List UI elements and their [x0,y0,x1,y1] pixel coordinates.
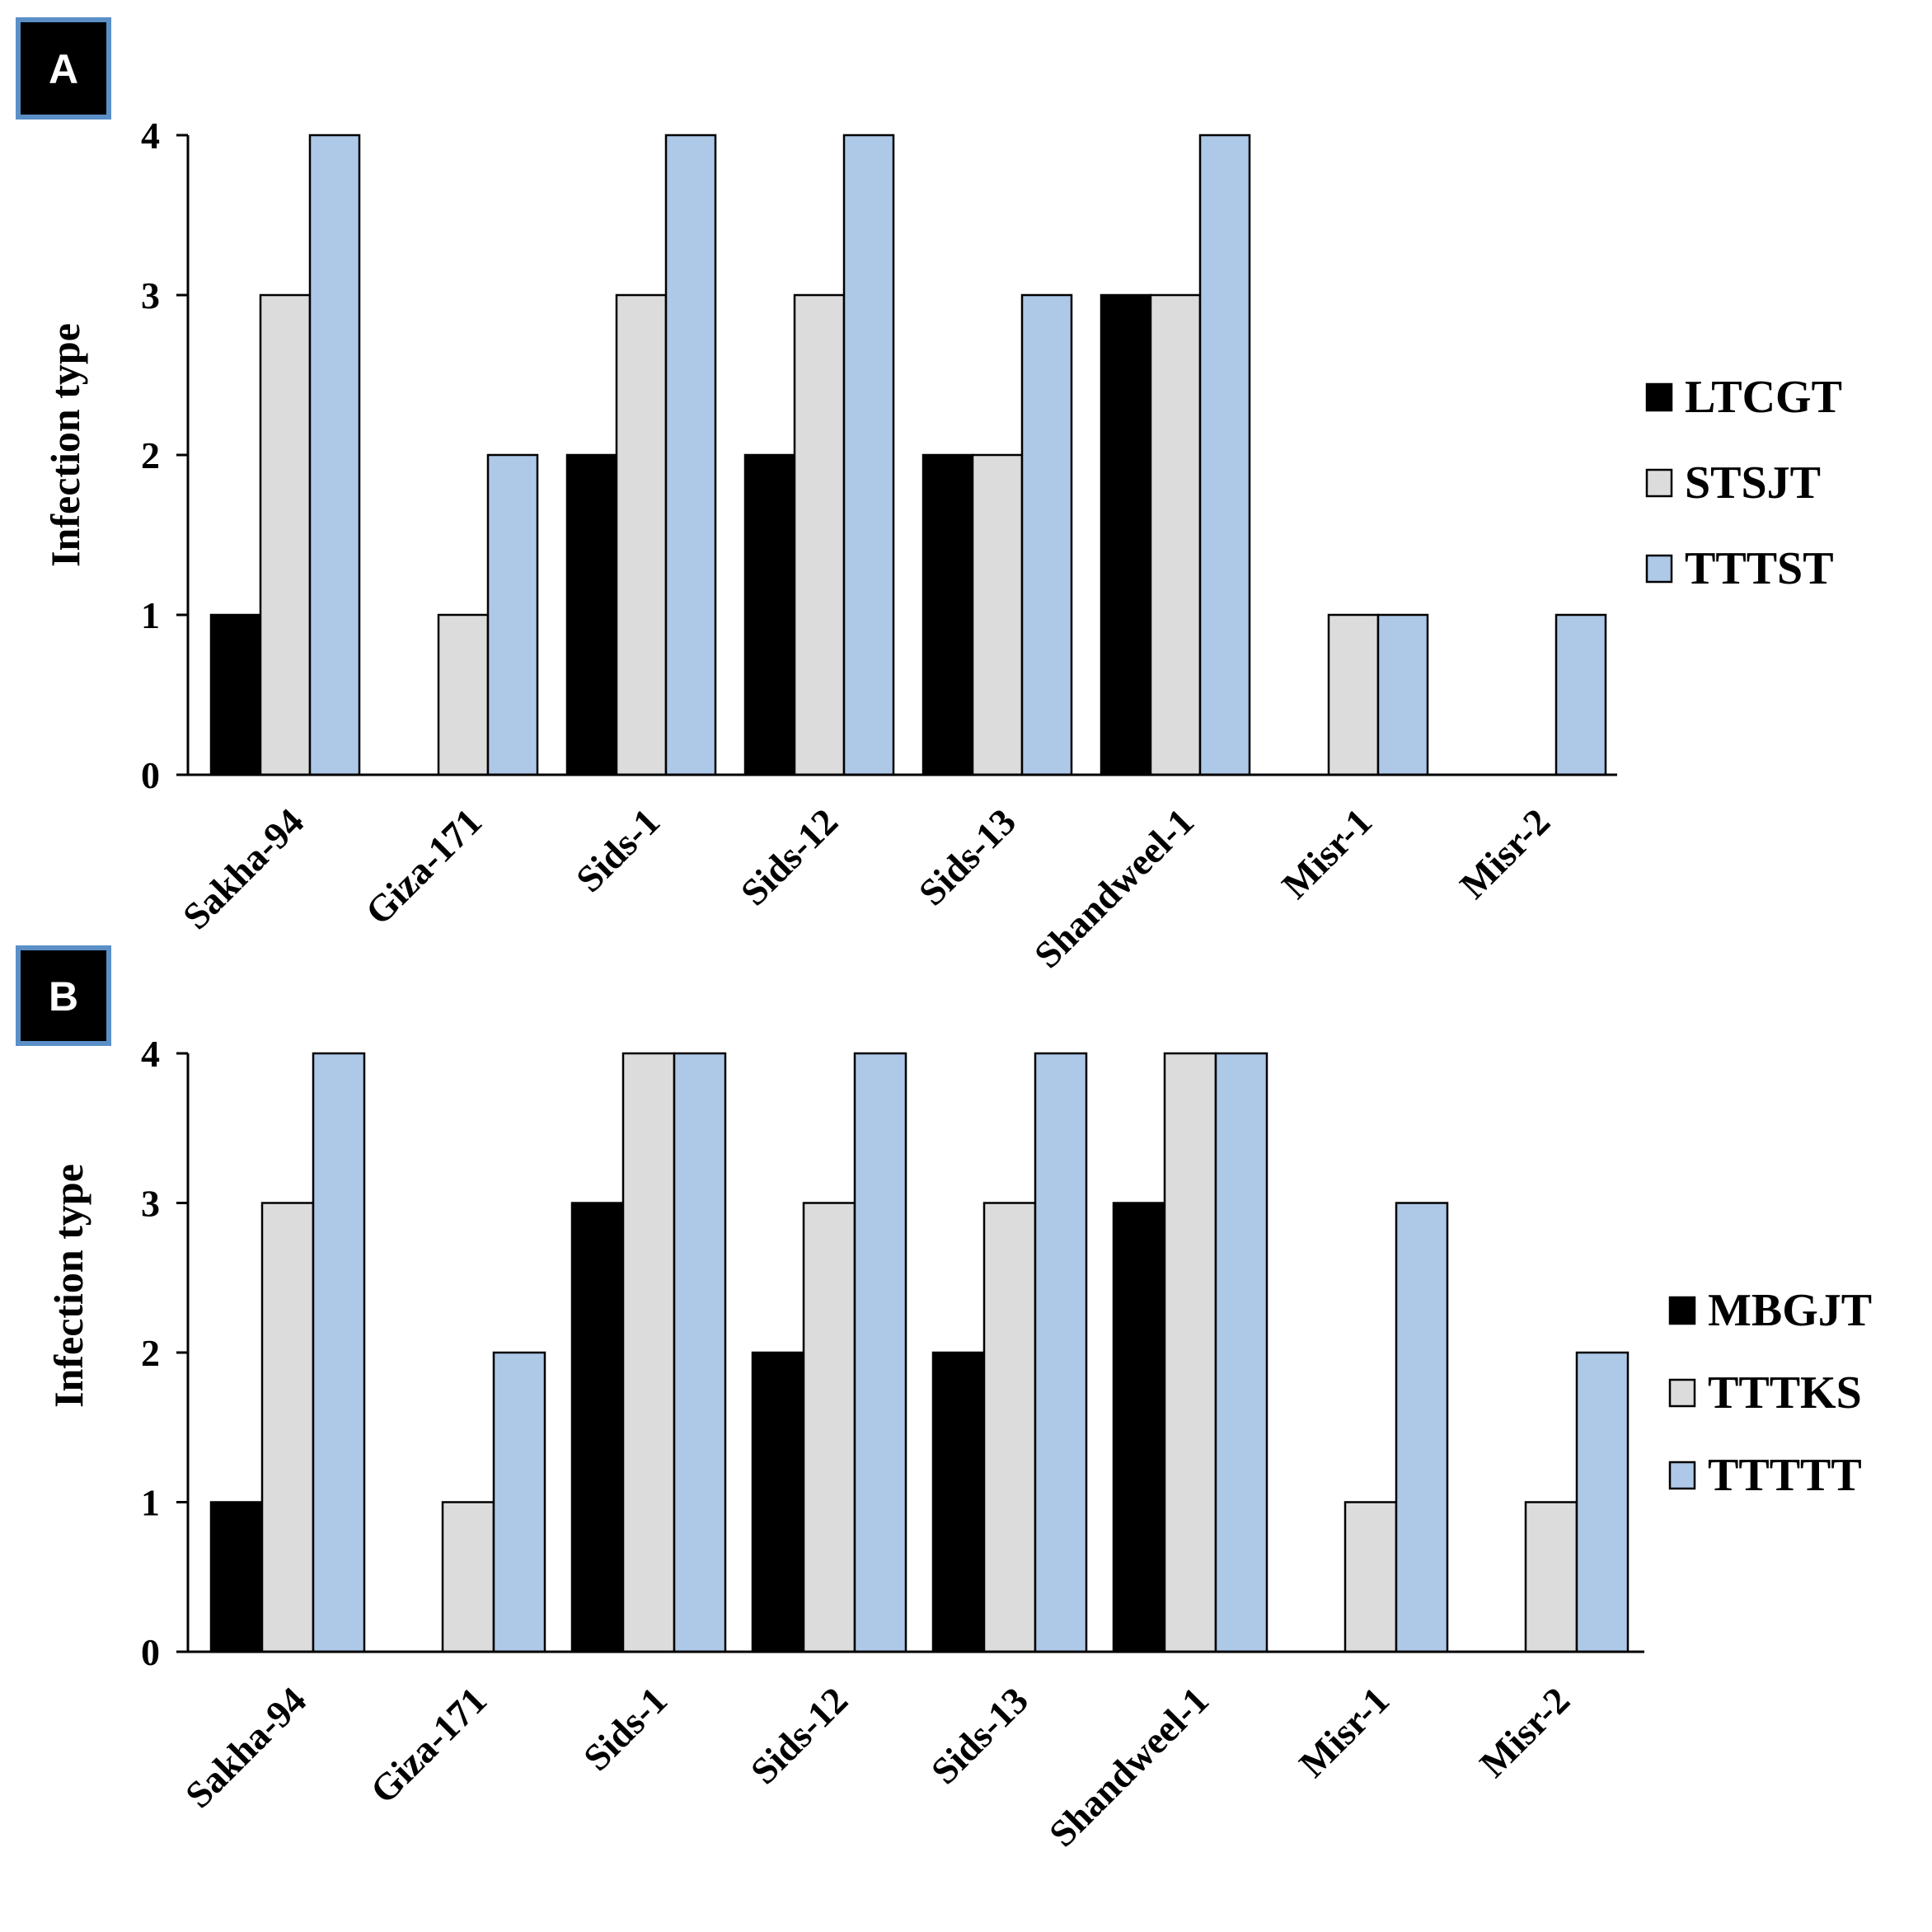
bar-stsjt-sakha-94 [259,293,312,776]
bar-ttttt-sids-13 [1034,1052,1088,1653]
bar-mbgjt-shandweel-1 [1112,1202,1166,1653]
x-tick-label: Sids-1 [568,800,668,900]
bar-mbgjt-sakha-94 [209,1501,264,1653]
bar-tttks-sids-1 [621,1052,676,1653]
legend-swatch-tttst [1645,554,1673,584]
bar-mbgjt-sids-12 [751,1351,805,1653]
bar-tttks-misr-2 [1524,1501,1578,1653]
bar-ttttt-sids-12 [853,1052,907,1653]
bar-ltcgt-sids-1 [565,453,618,776]
bar-ltcgt-sakha-94 [209,613,262,776]
x-tick-label: Misr-2 [1451,800,1558,907]
x-tick-label: Sids-1 [575,1679,675,1779]
legend-label-ttttt: TTTTT [1708,1450,1862,1501]
bar-tttst-sids-1 [664,134,717,776]
panel-badge: B [16,945,111,1046]
y-tick-label: 0 [141,1631,160,1673]
bar-ltcgt-sids-12 [743,453,796,776]
y-tick-label: 3 [141,1183,160,1225]
bar-tttst-shandweel-1 [1198,134,1251,776]
x-tick-label: Sids-13 [911,800,1024,913]
y-tick-label: 1 [141,594,160,636]
panel-badge: A [16,17,111,120]
legend-swatch-tttks [1668,1378,1696,1408]
bar-ttttt-giza-171 [492,1351,546,1653]
x-tick-label: Misr-1 [1273,800,1380,907]
panel-label: A [49,46,78,92]
bar-stsjt-misr-1 [1327,613,1380,776]
y-tick-label: 2 [141,1332,160,1374]
legend-label-tttks: TTTKS [1708,1367,1862,1419]
bar-tttks-sakha-94 [260,1202,315,1653]
x-tick-label: Misr-1 [1291,1679,1397,1785]
bar-stsjt-giza-171 [437,613,490,776]
x-tick-label: Sakha-94 [175,800,312,937]
bar-ltcgt-sids-13 [921,453,974,776]
legend: MBGJT TTTKS TTTTT [1668,1285,1872,1501]
bar-tttks-misr-1 [1343,1501,1398,1653]
bar-mbgjt-sids-1 [570,1202,625,1653]
bar-stsjt-sids-13 [971,453,1024,776]
legend-swatch-ttttt [1668,1461,1696,1490]
x-tick-label: Sids-12 [743,1679,856,1792]
legend-label-stsjt: STSJT [1685,457,1821,509]
bar-tttst-giza-171 [486,453,539,776]
bar-ttttt-misr-1 [1395,1202,1449,1653]
bar-stsjt-sids-12 [793,293,846,776]
x-tick-label: Shandweel-1 [1026,800,1202,976]
legend-label-tttst: TTTST [1685,543,1834,594]
bar-ttttt-sakha-94 [312,1052,366,1653]
bar-tttst-misr-2 [1555,613,1607,776]
legend-swatch-mbgjt [1668,1296,1696,1325]
panel-label: B [49,973,78,1020]
x-tick-label: Shandweel-1 [1041,1679,1217,1855]
y-tick-label: 0 [141,754,160,796]
legend-label-mbgjt: MBGJT [1708,1285,1872,1336]
legend: LTCGT STSJT TTTST [1645,372,1842,594]
y-axis-title: Infection type [45,1164,91,1408]
x-tick-label: Sids-12 [733,800,846,913]
bar-tttst-sakha-94 [308,134,361,776]
bar-ttttt-misr-2 [1575,1351,1630,1653]
x-tick-label: Giza-171 [357,800,490,933]
y-tick-label: 1 [141,1482,160,1524]
bar-stsjt-shandweel-1 [1149,293,1202,776]
legend-label-ltcgt: LTCGT [1685,372,1842,423]
bar-tttst-sids-13 [1020,293,1073,776]
bar-tttst-misr-1 [1376,613,1429,776]
bar-ttttt-sids-1 [673,1052,727,1653]
bar-tttst-sids-12 [842,134,895,776]
panel-a: A Infection type Sakha-94 Giza-171 Sids-1 Sid… [16,17,1842,976]
y-tick-label: 2 [141,434,160,476]
legend-swatch-ltcgt [1645,382,1673,412]
bar-tttks-shandweel-1 [1163,1052,1217,1653]
x-tick-label: Sakha-94 [177,1679,314,1816]
panel-b: B Infection type Sakha-94 Giza-171 Sids-1 Sid… [16,945,1872,1855]
bar-tttks-sids-12 [802,1202,856,1653]
y-tick-label: 4 [141,115,160,157]
x-tick-label: Sids-13 [923,1679,1036,1792]
bar-ltcgt-shandweel-1 [1100,293,1152,776]
bar-tttks-sids-13 [982,1202,1037,1653]
legend-swatch-stsjt [1645,468,1673,498]
y-tick-label: 3 [141,274,160,317]
x-tick-label: Giza-171 [362,1679,495,1812]
bar-tttks-giza-171 [441,1501,495,1653]
bar-stsjt-sids-1 [615,293,668,776]
x-tick-label: Misr-2 [1471,1679,1578,1785]
bar-ttttt-shandweel-1 [1214,1052,1268,1653]
y-axis-title: Infection type [42,323,88,567]
bar-mbgjt-sids-13 [931,1351,986,1653]
y-tick-label: 4 [141,1033,160,1075]
